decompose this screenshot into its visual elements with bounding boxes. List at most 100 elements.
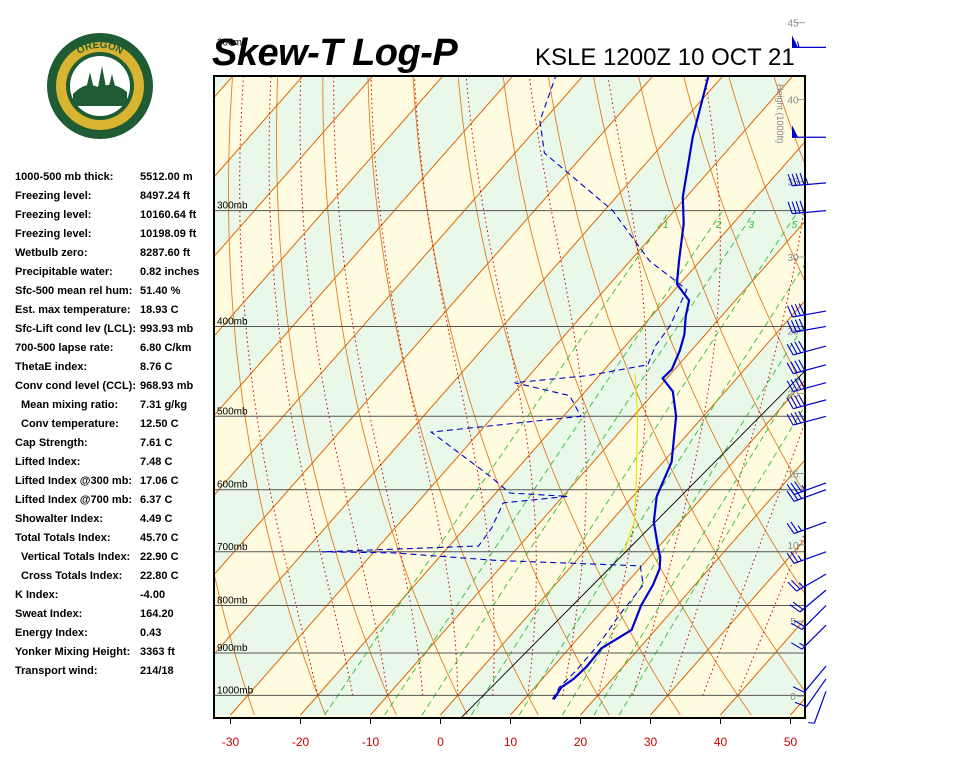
wind-barb-flag — [794, 701, 807, 708]
plot-frame — [213, 75, 806, 719]
index-value: 3363 ft — [140, 646, 175, 658]
x-tick-label: 40 — [714, 735, 728, 749]
index-label: Energy Index: — [15, 627, 88, 639]
index-row: K Index: -4.00 — [15, 586, 215, 605]
wind-barb-flag — [798, 318, 805, 331]
wind-barb-flag — [790, 521, 799, 533]
height-tick-label: 5 — [790, 617, 796, 628]
index-row: Freezing level: 10160.64 ft — [15, 206, 215, 225]
index-label: Yonker Mixing Height: — [15, 646, 131, 658]
wind-barb — [789, 589, 827, 613]
diagram-grid — [214, 0, 960, 718]
wind-barb-flag — [786, 343, 794, 356]
index-row: Est. max temperature: 18.93 C — [15, 301, 215, 320]
index-row: 700-500 lapse rate: 6.80 C/km — [15, 339, 215, 358]
wind-barb-flag — [798, 303, 805, 316]
index-value: 17.06 C — [140, 475, 179, 487]
index-value: 214/18 — [140, 665, 174, 677]
wind-barb-flag — [790, 304, 797, 317]
isotherm-line — [510, 379, 805, 716]
index-row: Yonker Mixing Height: 3363 ft — [15, 643, 215, 662]
wind-barb — [792, 125, 826, 138]
x-tick-label: 0 — [437, 735, 444, 749]
wind-barb-pennant — [792, 35, 798, 48]
index-row: Freezing level: 10198.09 ft — [15, 225, 215, 244]
wind-barb-flag — [794, 395, 802, 407]
wind-barb-staff — [793, 345, 827, 356]
isotherm-line — [214, 76, 584, 496]
dry-adiabat — [367, 76, 539, 716]
dry-adiabat — [457, 76, 681, 716]
wind-barb-flag — [790, 551, 799, 563]
index-label: Lifted Index @700 mb: — [15, 494, 133, 506]
index-value: 10160.64 ft — [140, 209, 197, 221]
height-tick-label: 35 — [787, 178, 799, 189]
index-label: Sweat Index: — [15, 608, 83, 620]
index-value: 7.48 C — [140, 456, 173, 468]
moist-adiabat — [465, 76, 537, 696]
x-tick-label: -10 — [362, 735, 380, 749]
wind-barb-flag — [786, 362, 794, 374]
index-label: Freezing level: — [15, 190, 92, 202]
wind-barb — [791, 605, 827, 631]
wind-barb-staff — [793, 364, 827, 375]
wind-barb-staff — [793, 399, 827, 410]
wind-barb-flag — [786, 380, 794, 392]
wind-barb — [786, 488, 827, 502]
wind-barb-flag — [794, 319, 801, 332]
wind-barb-half-flag — [797, 555, 803, 561]
isotherm-line — [440, 300, 805, 716]
wind-barb-flag — [798, 377, 806, 389]
dry-adiabat — [823, 0, 960, 715]
wind-barb-flag — [798, 394, 806, 406]
dry-adiabat — [787, 0, 960, 715]
wind-barb-flag — [786, 490, 795, 502]
isotherm-line — [861, 0, 960, 715]
index-label: 700-500 lapse rate: — [15, 342, 114, 354]
wind-barb-flag — [789, 604, 801, 613]
x-tick-label: 50 — [784, 735, 798, 749]
index-label: Cap Strength: — [15, 437, 88, 449]
wind-barb-flag — [795, 201, 801, 214]
index-row: ThetaE index: 8.76 C — [15, 358, 215, 377]
wind-barb-flag — [790, 320, 797, 332]
wind-barb-staff — [803, 665, 827, 693]
mixing-ratio-label: 2 — [715, 220, 722, 231]
index-value: 968.93 mb — [140, 380, 194, 392]
index-label: Sfc-Lift cond lev (LCL): — [15, 323, 136, 335]
pressure-label: 300mb — [217, 201, 248, 212]
index-row: Conv temperature: 12.50 C — [15, 415, 215, 434]
index-row: Conv cond level (CCL): 968.93 mb — [15, 377, 215, 396]
sounding-trace-2 — [623, 373, 639, 552]
index-row: Wetbulb zero: 8287.60 ft — [15, 244, 215, 263]
wind-barb-flag — [787, 201, 793, 214]
isotherm-line — [214, 76, 374, 258]
x-tick-label: 30 — [644, 735, 658, 749]
index-label: Freezing level: — [15, 209, 92, 221]
index-row: Transport wind: 214/18 — [15, 662, 215, 681]
wind-barb — [791, 624, 827, 650]
mixing-ratio-label: 1 — [663, 220, 669, 231]
wind-barb-staff — [799, 589, 827, 613]
wind-barb-flag — [795, 173, 801, 186]
wind-barb — [787, 200, 827, 215]
pressure-label: 700mb — [217, 542, 248, 553]
wind-barb-flag — [792, 601, 804, 610]
pressure-label: 200mb — [217, 37, 248, 48]
isotherm-line — [580, 459, 805, 716]
wind-barb-flag — [791, 642, 803, 650]
wind-barb-flag — [798, 410, 806, 423]
wind-barb-half-flag — [799, 642, 806, 647]
height-tick-label: 30 — [787, 253, 799, 264]
dry-adiabat — [728, 76, 805, 283]
index-value: 8287.60 ft — [140, 247, 191, 259]
wind-barb — [786, 340, 827, 356]
dry-adiabat — [773, 76, 805, 166]
index-label: Showalter Index: — [15, 513, 104, 525]
index-value: 164.20 — [140, 608, 174, 620]
wind-barb-flag — [794, 378, 802, 390]
wind-barb-staff — [813, 691, 827, 724]
index-value: 12.50 C — [140, 418, 179, 430]
index-value: 22.80 C — [140, 570, 179, 582]
